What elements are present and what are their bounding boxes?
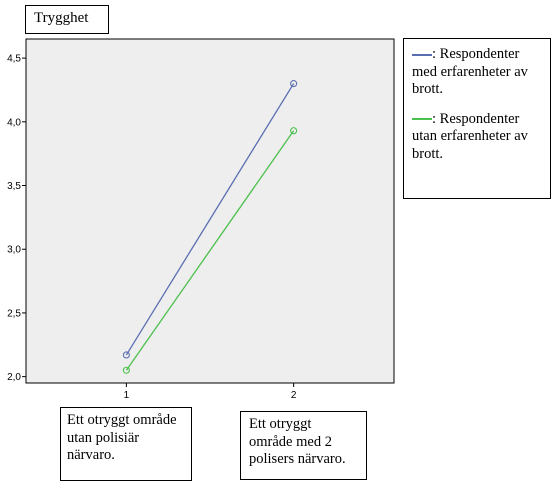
y-tick-label: 4,5 — [7, 54, 21, 65]
series-layer — [122, 80, 298, 374]
legend-item-with-experience: : Respondenter med erfarenheter av brott… — [412, 46, 542, 99]
chart-title: Trygghet — [25, 5, 109, 34]
y-tick-label: 2,0 — [7, 372, 21, 383]
legend-label: : Respondenter med erfarenheter av brott… — [412, 46, 528, 97]
legend-item-without-experience: : Respondenter utan erfarenheter av brot… — [412, 111, 542, 164]
x-tick-label: 2 — [291, 390, 297, 401]
legend-label: : Respondenter utan erfarenheter av brot… — [412, 110, 528, 162]
data-point — [122, 366, 130, 374]
category-note-1: Ett otryggt område utan polisiär närvaro… — [60, 407, 192, 481]
y-tick-label: 4,0 — [7, 117, 21, 128]
y-tick-label: 2,5 — [7, 308, 21, 319]
x-tick-label: 1 — [124, 390, 130, 401]
legend: : Respondenter med erfarenheter av brott… — [403, 38, 551, 199]
y-tick-label: 3,0 — [7, 245, 21, 256]
data-point — [290, 80, 298, 88]
category-note-2: Ett otryggt område med 2 polisers närvar… — [240, 411, 367, 480]
data-point — [122, 351, 130, 359]
legend-swatch-green — [412, 114, 432, 124]
data-point — [290, 127, 298, 135]
y-tick-label: 3,5 — [7, 181, 21, 192]
y-ticks: 2,0 2,5 3,0 3,5 4,0 4,5 — [7, 54, 26, 383]
plot-area — [25, 38, 395, 384]
series-line-2 — [125, 130, 295, 371]
series-line-1 — [125, 83, 295, 356]
legend-swatch-blue — [412, 50, 432, 60]
